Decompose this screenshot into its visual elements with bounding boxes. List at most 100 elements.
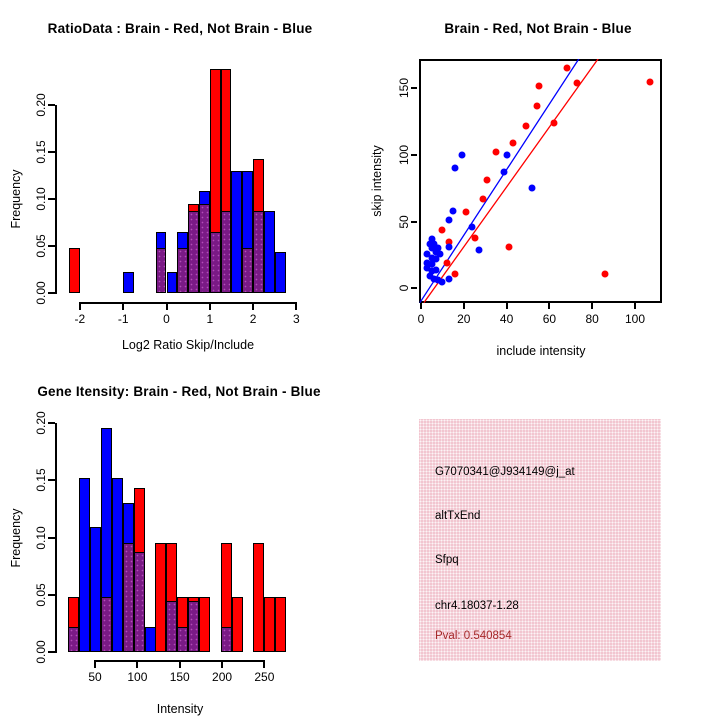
x-tick-mark [122,304,125,310]
x-tick-mark [591,302,594,309]
y-tick-mark [411,220,418,223]
x-tick-label: 150 [169,670,190,684]
scatter-point-not-brain [449,207,457,215]
y-tick-mark [411,287,418,290]
x-tick-mark [78,304,81,310]
hist-bar-overlap [177,247,189,293]
hist-bar-blue [231,170,243,293]
x-axis-label: Log2 Ratio Skip/Include [121,338,255,352]
scatter-point-brain [443,259,451,267]
scatter-point-not-brain [500,168,508,176]
hist-bar-overlap [242,247,254,293]
hist-bar-red [231,596,243,652]
y-tick-mark [48,650,55,653]
y-tick-label: 0.20 [34,411,48,435]
y-tick-label: 0.10 [34,187,48,211]
scatter-point-not-brain [451,164,459,172]
y-tick-mark [411,87,418,90]
y-tick-mark [48,479,55,482]
x-tick-mark [165,304,168,310]
y-tick-label: 0.00 [34,281,48,305]
y-axis-line [55,423,57,653]
scatter-point-not-brain [428,244,436,252]
hist-bar-red [69,247,80,293]
x-axis-label: Intensity [156,702,204,716]
y-tick-mark [48,422,55,425]
hist-bar-red [155,543,167,652]
scatter-point-not-brain [445,216,453,224]
panel-title: Brain - Red, Not Brain - Blue [444,21,632,36]
x-axis-line [78,302,298,304]
plot-box [419,59,662,303]
y-tick-label: 0.10 [34,525,48,550]
hist-bar-overlap [101,596,112,652]
scatter-point-not-brain [475,246,483,254]
x-tick-mark [420,302,422,309]
hist-bar-overlap [253,211,264,293]
x-tick-label: 200 [212,670,233,684]
x-tick-mark [634,302,636,309]
scatter-point-brain [646,78,654,86]
x-tick-label: 3 [293,312,300,326]
scatter-point-not-brain [430,275,438,283]
scatter-point-not-brain [436,250,444,258]
x-tick-label: 80 [585,311,599,326]
scatter-point-not-brain [468,223,476,231]
scatter-point-not-brain [423,250,431,258]
y-tick-mark [48,292,55,294]
hist-bar-overlap [166,601,178,652]
hist-bar-overlap [133,552,145,652]
scatter-point-not-brain [432,248,440,256]
y-tick-mark [48,593,55,596]
y-axis-label: Frequency [9,169,23,229]
y-tick-mark [48,245,55,247]
x-tick-label: 0 [163,312,170,326]
y-tick-label: 100 [397,144,412,165]
scatter-point-not-brain [503,151,511,159]
scatter-point-brain [509,139,517,147]
y-tick-label: 0.05 [34,582,48,607]
fit-lines-layer [419,59,600,303]
scatter-point-brain [550,119,558,127]
scatter-point-not-brain [426,240,434,248]
scatter-point-not-brain [423,264,431,272]
hist-bar-blue [274,251,286,293]
y-tick-mark [48,104,55,106]
y-tick-label: 50 [397,214,412,229]
hist-bar-overlap [68,626,80,652]
panel-ratio-histogram: RatioData : Brain - Red, Not Brain - Blu… [0,0,360,360]
x-tick-mark [252,304,255,310]
scatter-point-brain [492,148,500,156]
x-axis-label: include intensity [496,344,586,358]
x-tick-label: 20 [457,311,471,326]
hist-bar-overlap [188,211,199,293]
x-tick-label: 250 [254,670,275,684]
scatter-point-not-brain [434,276,442,284]
y-tick-label: 0.00 [34,640,48,664]
scatter-point-brain [451,270,459,278]
locus-text: chr4.18037-1.28 [435,600,519,612]
scatter-point-not-brain [458,151,466,159]
hist-bar-red [275,596,287,652]
hist-bar-blue [144,626,156,652]
hist-bar-red [253,543,265,652]
x-tick-label: 100 [127,670,148,684]
scatter-point-not-brain [428,260,436,268]
probe-id-text: G7070341@J934149@j_at [435,466,575,478]
scatter-point-brain [601,270,609,278]
hist-bar-blue [111,478,123,652]
y-tick-label: 0.15 [34,140,48,164]
scatter-point-not-brain [445,243,453,251]
fit-line-blue [419,59,580,303]
pvalue-text: Pval: 0.540854 [435,630,512,642]
x-tick-mark [263,662,266,668]
x-tick-mark [136,662,139,668]
intensity-scatter-plot: 0 20 40 60 80 100 0 50 100 150 [360,0,720,360]
scatter-point-not-brain [432,255,440,263]
gene-symbol-text: Sfpq [435,554,459,566]
ratio-histogram-plot: 0.00 0.05 0.10 0.15 0.20 -2 -1 0 1 2 3 [0,0,360,360]
scatter-point-not-brain [428,267,436,275]
hist-bar-red [199,596,210,652]
panel-title: Gene Itensity: Brain - Red, Not Brain - … [37,384,321,399]
